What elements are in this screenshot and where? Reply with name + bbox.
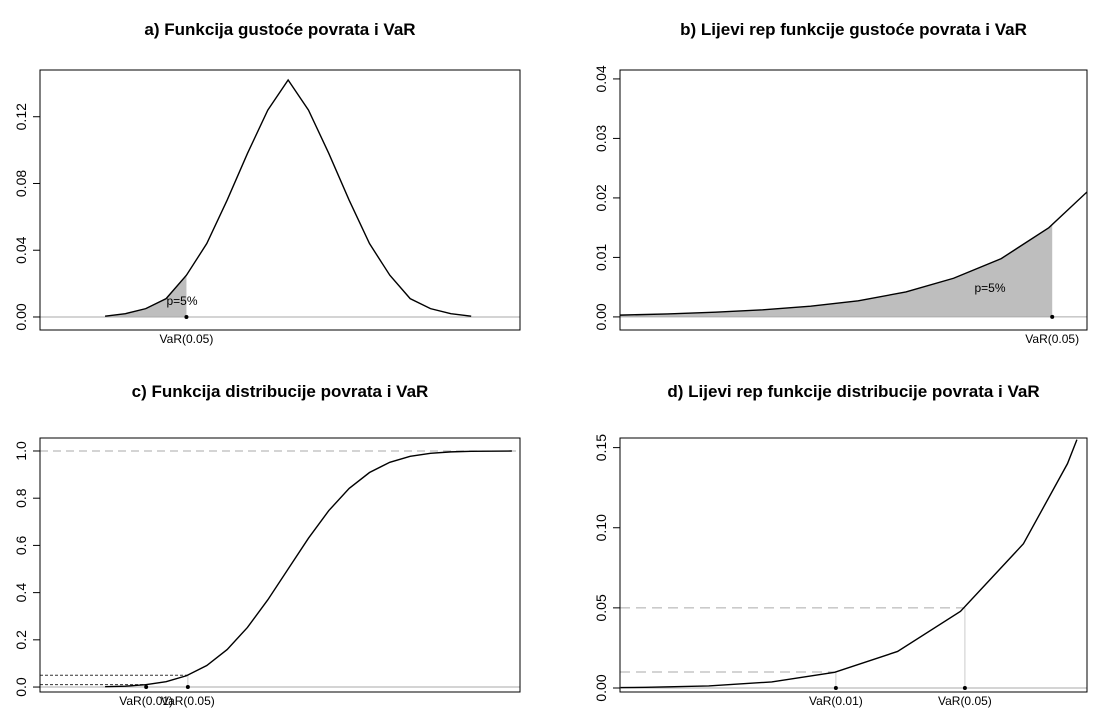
var-label: VaR(0.01) xyxy=(809,694,863,708)
plot-area xyxy=(620,191,1087,318)
chart-title: b) Lijevi rep funkcije gustoće povrata i… xyxy=(680,20,1027,39)
y-tick-label: 0.04 xyxy=(593,65,609,92)
y-tick-label: 0.03 xyxy=(593,125,609,152)
y-tick-label: 0.12 xyxy=(13,103,29,130)
y-tick-label: 1.0 xyxy=(13,441,29,461)
y-tick-label: 0.05 xyxy=(593,594,609,621)
y-tick-label: 0.2 xyxy=(13,630,29,650)
var-point xyxy=(184,314,189,319)
chart-title: a) Funkcija gustoće povrata i VaR xyxy=(144,20,415,39)
var-label: VaR(0.05) xyxy=(1025,332,1079,346)
curve xyxy=(620,191,1087,316)
var-point xyxy=(962,685,967,690)
panel: c) Funkcija distribucije povrata i VaR 0.… xyxy=(13,382,521,708)
var-label: VaR(0.05) xyxy=(161,694,215,708)
y-tick-label: 0.0 xyxy=(13,677,29,697)
chart-title: d) Lijevi rep funkcije distribucije povr… xyxy=(667,382,1039,401)
var-point xyxy=(144,685,149,690)
shaded-area xyxy=(105,275,187,317)
curve xyxy=(104,78,472,317)
y-tick-label: 0.00 xyxy=(593,674,609,701)
area-label: p=5% xyxy=(974,281,1005,295)
plot-area xyxy=(40,78,520,318)
var-label: VaR(0.01) xyxy=(119,694,173,708)
var-point xyxy=(1050,314,1055,319)
chart-title: c) Funkcija distribucije povrata i VaR xyxy=(132,382,429,401)
curve xyxy=(105,450,512,688)
y-tick-label: 0.04 xyxy=(13,236,29,263)
plot-area xyxy=(40,450,520,688)
y-tick-label: 0.8 xyxy=(13,488,29,508)
y-tick-label: 0.6 xyxy=(13,535,29,555)
var-point xyxy=(185,685,190,690)
area-label: p=5% xyxy=(166,294,197,308)
plot-area xyxy=(620,439,1087,689)
curve xyxy=(620,439,1078,689)
var-point xyxy=(833,685,838,690)
var-label: VaR(0.05) xyxy=(160,332,214,346)
y-tick-label: 0.15 xyxy=(593,434,609,461)
shaded-area xyxy=(620,224,1053,317)
y-tick-label: 0.02 xyxy=(593,184,609,211)
y-tick-label: 0.10 xyxy=(593,514,609,541)
y-tick-label: 0.00 xyxy=(13,303,29,330)
panel: d) Lijevi rep funkcije distribucije povr… xyxy=(593,382,1088,708)
panel: b) Lijevi rep funkcije gustoće povrata i… xyxy=(593,20,1088,346)
panel: a) Funkcija gustoće povrata i VaR 0.00 0.0… xyxy=(13,20,521,346)
plot-frame xyxy=(39,437,521,693)
y-tick-label: 0.08 xyxy=(13,170,29,197)
y-tick-label: 0.00 xyxy=(593,303,609,330)
plot-frame xyxy=(619,437,1088,693)
plot-frame xyxy=(39,69,521,331)
y-tick-label: 0.01 xyxy=(593,244,609,271)
y-tick-label: 0.4 xyxy=(13,583,29,603)
plot-frame xyxy=(619,69,1088,331)
var-label: VaR(0.05) xyxy=(938,694,992,708)
